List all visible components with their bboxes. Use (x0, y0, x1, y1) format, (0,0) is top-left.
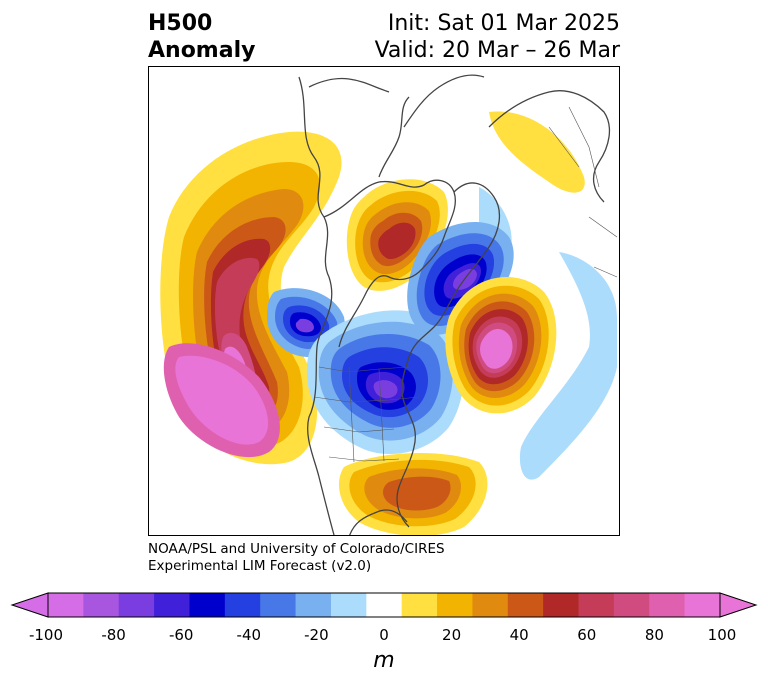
colorbar-border (47, 592, 721, 618)
contour-western-europe-ridge (489, 111, 585, 193)
contour-se-us-ridge (339, 452, 488, 535)
colorbar-swatch (401, 593, 438, 617)
coastlines (298, 74, 611, 535)
colorbar-swatch (366, 593, 403, 617)
colorbar-swatch (295, 593, 332, 617)
colorbar-swatch (684, 593, 721, 617)
colorbar-tick-label: 20 (442, 626, 462, 644)
colorbar-swatch (543, 593, 580, 617)
colorbar-tick-label: -40 (236, 626, 262, 644)
contour-ne-pacific-ridge (160, 131, 342, 465)
map-panel (148, 66, 620, 536)
valid-range: Valid: 20 Mar – 26 Mar (374, 38, 620, 63)
colorbar-swatch (507, 593, 544, 617)
colorbar-swatch (189, 593, 226, 617)
colorbar-tick-label: -80 (101, 626, 126, 644)
colorbar-swatch (649, 593, 686, 617)
colorbar-tick-label: 0 (379, 626, 389, 644)
colorbar-swatch (578, 593, 615, 617)
contour-north-atlantic-ridge (445, 277, 557, 414)
credit-line1: NOAA/PSL and University of Colorado/CIRE… (148, 541, 445, 557)
colorbar-swatch (472, 593, 509, 617)
anomaly-map (160, 74, 618, 535)
colorbar-tick-label: 60 (577, 626, 597, 644)
colorbar-swatch (118, 593, 155, 617)
colorbar-swatch (613, 593, 650, 617)
title-anomaly: Anomaly (148, 38, 256, 63)
colorbar-extend-low (10, 592, 49, 618)
plot-title-right: Init: Sat 01 Mar 2025 Valid: 20 Mar – 26… (375, 10, 620, 64)
colorbar-swatch (48, 593, 84, 617)
colorbar-tick-label: -20 (304, 626, 329, 644)
colorbar-swatch (83, 593, 120, 617)
colorbar-swatch (260, 593, 297, 617)
credit-line2: Experimental LIM Forecast (v2.0) (148, 558, 372, 574)
init-date: Init: Sat 01 Mar 2025 (387, 11, 620, 36)
colorbar-swatch (154, 593, 190, 617)
title-variable: H500 (148, 11, 213, 36)
colorbar-tick-label: -60 (168, 626, 194, 644)
credit-text: NOAA/PSL and University of Colorado/CIRE… (148, 541, 445, 575)
colorbar-tick-label: 80 (644, 626, 664, 644)
colorbar-extend-high (719, 592, 758, 618)
colorbar-swatch (224, 593, 261, 617)
political-borders (313, 106, 618, 463)
colorbar-swatch (437, 593, 473, 617)
colorbar-tick-label: 100 (707, 626, 737, 644)
colorbar-tick-label: 40 (509, 626, 529, 644)
colorbar-tick-label: -100 (28, 626, 64, 644)
colorbar-unit: m (373, 648, 395, 673)
colorbar-swatch (330, 593, 367, 617)
colorbar (10, 592, 758, 618)
plot-title-left: H500 Anomaly (148, 10, 255, 64)
